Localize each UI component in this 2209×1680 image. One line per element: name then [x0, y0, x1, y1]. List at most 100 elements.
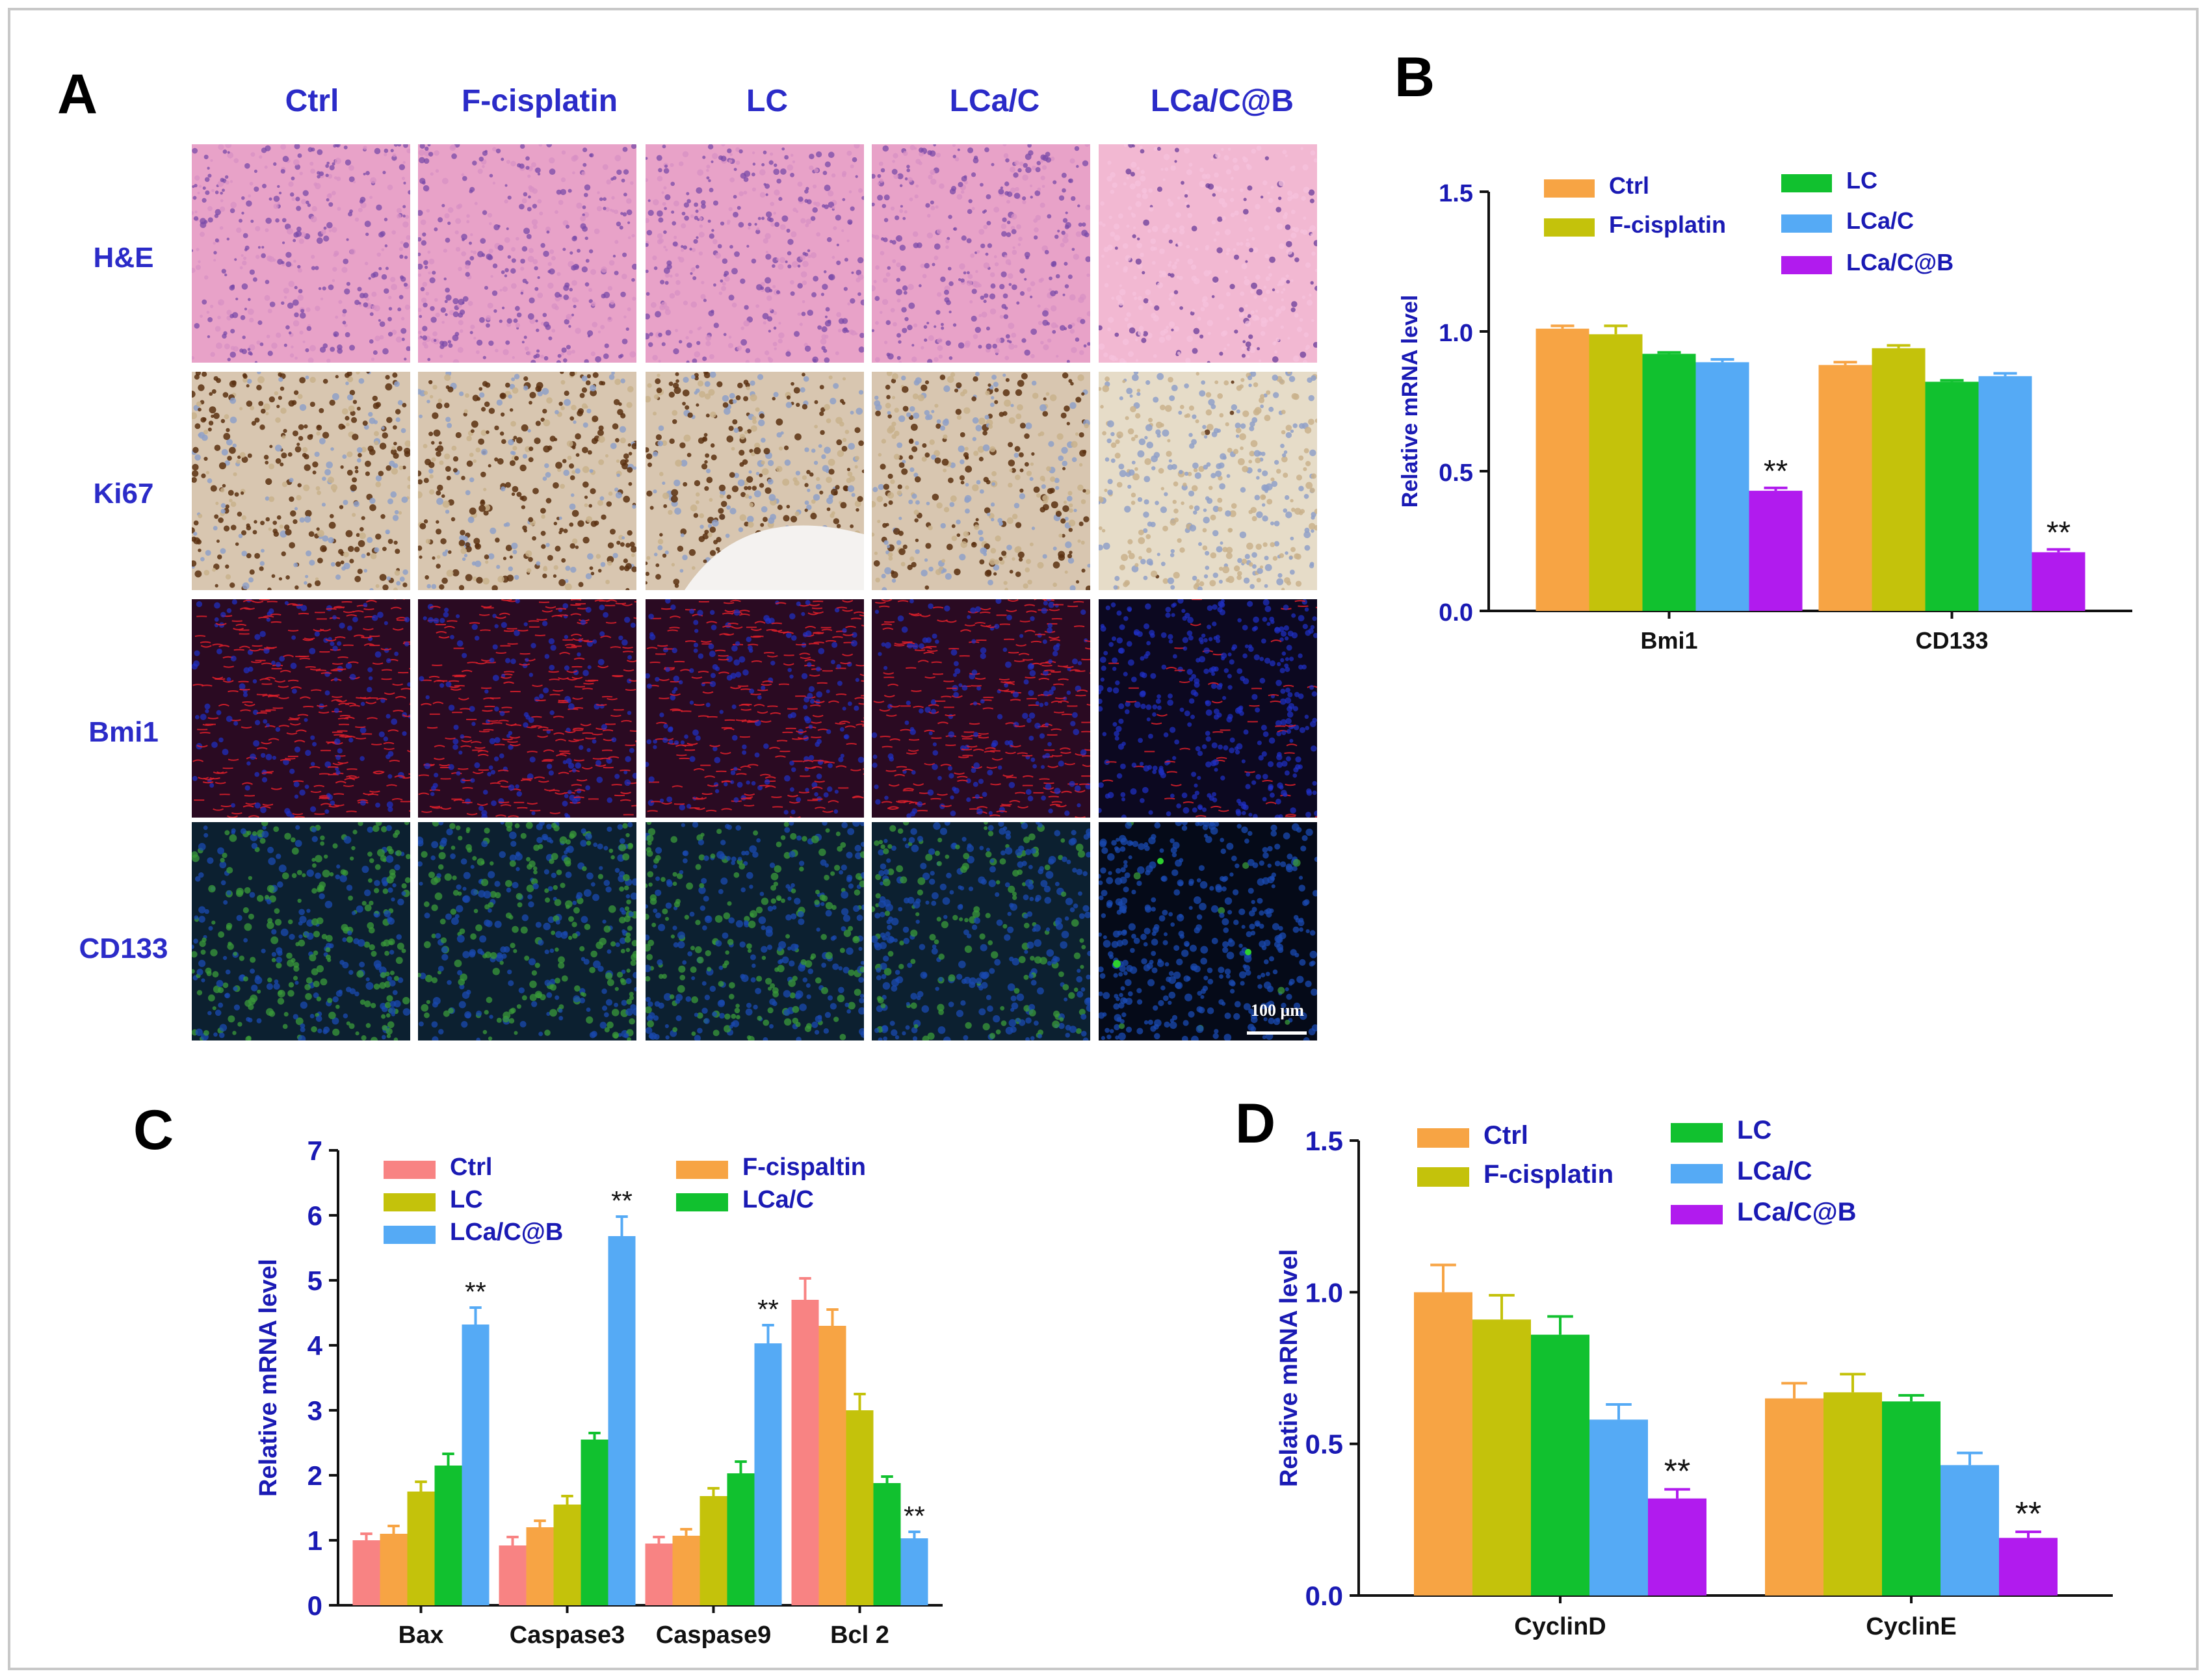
row-label-he: H&E: [93, 242, 154, 274]
significance-marker: **: [2015, 1495, 2041, 1533]
chart-panel-d: 0.0 0.5 1.0 1.5 Relative mRNA level CyclinD Cy…: [1275, 1116, 2113, 1640]
panel-d-letter: D: [1235, 1092, 1276, 1155]
y-tick-label: 0: [307, 1590, 322, 1621]
y-tick-label: 1.5: [1305, 1126, 1343, 1156]
y-tick-label: 0.0: [1439, 599, 1473, 627]
x-tick-label: CyclinE: [1866, 1613, 1956, 1640]
x-tick-label: Bcl 2: [830, 1622, 889, 1649]
legend-label: LC: [1737, 1116, 1771, 1144]
micrograph-ki67-0: [192, 372, 410, 590]
micrograph-bmi1-1: [418, 599, 636, 818]
micrograph-bmi1-2: [646, 599, 864, 818]
legend-swatch: [1671, 1205, 1723, 1224]
legend-label: LCa/C@B: [1737, 1198, 1856, 1226]
legend-label: F-cisplatin: [1609, 211, 1726, 238]
bar-LCa/C@B-CyclinD: [1648, 1498, 1706, 1596]
scale-bar-label: 100 μm: [1251, 1001, 1304, 1020]
bar-LCa/C@B-Bmi1: [1749, 491, 1803, 611]
significance-marker: **: [1764, 454, 1788, 489]
micrograph-bmi1-3: [872, 599, 1090, 818]
micrograph-he-0: [192, 144, 410, 363]
bar-F-cispaltin-Caspase9: [672, 1536, 700, 1605]
legend-swatch: [384, 1161, 436, 1179]
column-label-lcac: LCa/C: [949, 84, 1040, 118]
bar-LCa/C@B-Caspase3: [608, 1236, 636, 1605]
bar-LCa/C@B-Caspase9: [754, 1343, 782, 1605]
y-tick-label: 1.5: [1439, 180, 1473, 207]
significance-marker: **: [1664, 1453, 1690, 1491]
bar-LCa/C-CyclinD: [1589, 1419, 1648, 1596]
y-tick-label: 6: [307, 1200, 322, 1231]
column-label-lc: LC: [746, 84, 788, 118]
legend-swatch: [676, 1193, 728, 1211]
micrograph-cd133-2: [646, 822, 864, 1040]
legend-swatch: [1544, 179, 1595, 198]
significance-marker: **: [611, 1185, 633, 1216]
bar-F-cisplatin-CD133: [1872, 348, 1926, 611]
bar-LC-Bcl 2: [846, 1410, 874, 1605]
micrograph-ki67-2: [646, 372, 864, 590]
bar-F-cispaltin-Bax: [380, 1534, 408, 1605]
micrograph-cd133-0: [192, 822, 410, 1040]
bar-Ctrl-Caspase3: [499, 1545, 527, 1605]
legend-label: LC: [1846, 167, 1877, 194]
micrograph-he-1: [418, 144, 636, 363]
legend-label: LCa/C@B: [450, 1219, 563, 1246]
column-label-ctrl: Ctrl: [285, 84, 339, 118]
bar-LCa/C-Caspase9: [727, 1473, 755, 1605]
bar-LCa/C-Bmi1: [1695, 362, 1749, 611]
legend-label: F-cisplatin: [1484, 1160, 1614, 1189]
chart-panel-b: 0.0 0.5 1.0 1.5 Relative mRNA level Bmi1 CD133…: [1398, 167, 2132, 654]
micrograph-he-2: [646, 144, 864, 363]
legend-label: LCa/C: [1846, 207, 1914, 234]
column-label-lcacb: LCa/C@B: [1150, 84, 1294, 118]
column-label-f-cisplatin: F-cisplatin: [461, 84, 618, 118]
y-axis-title: Relative mRNA level: [255, 1259, 282, 1497]
legend-label: LCa/C: [1737, 1157, 1812, 1185]
micrograph-ki67-4: [1099, 372, 1317, 590]
bar-F-cisplatin-CyclinE: [1823, 1392, 1882, 1596]
bar-F-cisplatin-CyclinD: [1472, 1319, 1531, 1596]
bar-Ctrl-CD133: [1818, 365, 1872, 611]
y-tick-label: 1.0: [1439, 320, 1473, 347]
bar-LCa/C@B-Bcl 2: [900, 1538, 928, 1605]
bar-LCa/C@B-Bax: [462, 1325, 490, 1605]
bar-LC-CyclinD: [1531, 1334, 1589, 1596]
y-tick-label: 3: [307, 1395, 322, 1426]
legend-swatch: [384, 1193, 436, 1211]
y-tick-label: 7: [307, 1135, 322, 1166]
bar-Ctrl-Bcl 2: [791, 1300, 819, 1605]
panel-a-letter: A: [57, 63, 98, 125]
y-tick-label: 1: [307, 1525, 322, 1556]
legend-swatch: [1417, 1167, 1469, 1187]
legend-label: LCa/C: [742, 1186, 814, 1213]
y-tick-label: 0.5: [1439, 459, 1473, 487]
legend-swatch: [1544, 218, 1595, 237]
legend-label: Ctrl: [450, 1154, 492, 1181]
micrograph-bmi1-0: [192, 599, 410, 818]
micrograph-ki67-3: [872, 372, 1090, 590]
legend-swatch: [1671, 1164, 1723, 1183]
micrograph-ki67-1: [418, 372, 636, 590]
micrograph-he-4: [1099, 144, 1317, 363]
row-label-ki67: Ki67: [93, 478, 154, 510]
micrograph-cd133-3: [872, 822, 1090, 1040]
micrograph-cd133-4: [1099, 822, 1317, 1040]
bar-LCa/C-Bcl 2: [873, 1483, 901, 1605]
bar-LC-Bax: [407, 1492, 435, 1605]
bar-Ctrl-CyclinD: [1414, 1292, 1472, 1596]
legend-swatch: [1781, 174, 1832, 192]
x-tick-label: Caspase3: [510, 1622, 625, 1649]
chart-panel-c: 0 1 2 3 4 5 6 7 Relative mRNA level Bax Caspase3 Ca…: [255, 1135, 943, 1649]
micrograph-bmi1-4: [1099, 599, 1317, 818]
bar-LC-CD133: [1925, 381, 1979, 611]
y-tick-label: 2: [307, 1460, 322, 1491]
bar-LC-Bmi1: [1642, 354, 1696, 611]
legend-swatch: [1417, 1128, 1469, 1148]
legend-label: LCa/C@B: [1846, 249, 1954, 276]
panel-c-letter: C: [133, 1099, 174, 1161]
bar-Ctrl-Bax: [352, 1540, 380, 1605]
x-tick-label: Bax: [399, 1622, 444, 1649]
row-label-cd133: CD133: [79, 933, 168, 964]
y-axis-title: Relative mRNA level: [1275, 1249, 1303, 1487]
